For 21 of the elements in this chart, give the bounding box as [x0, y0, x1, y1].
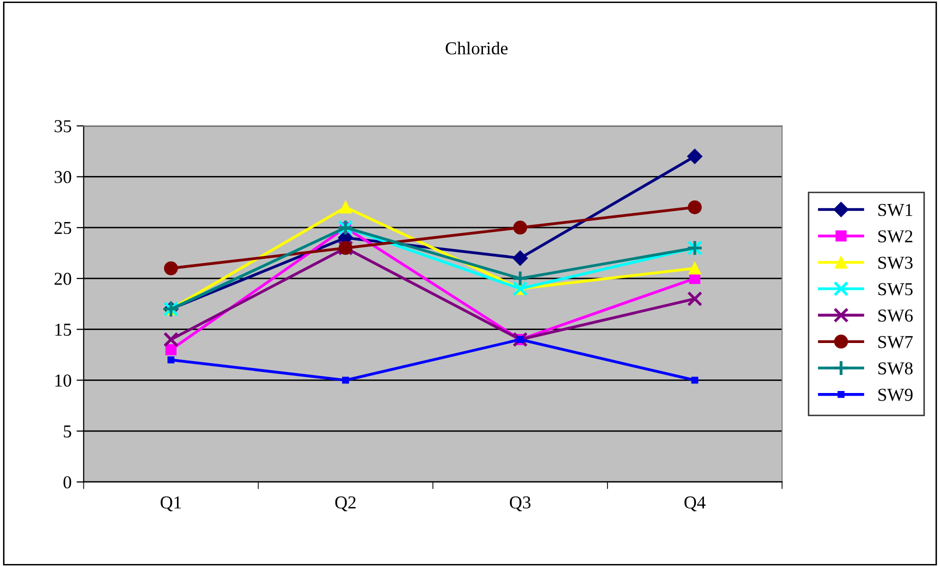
legend-label: SW8 — [878, 362, 913, 375]
y-tick-label: 10 — [55, 374, 72, 387]
legend-label: SW3 — [878, 256, 913, 269]
chart-title: Chloride — [446, 42, 508, 54]
legend-label: SW7 — [878, 336, 913, 348]
y-tick-label: 5 — [64, 426, 72, 438]
legend-label: SW2 — [878, 230, 912, 243]
y-tick-label: 15 — [55, 324, 72, 336]
y-tick-label: 20 — [54, 272, 72, 285]
legend-label: SW9 — [878, 388, 913, 402]
legend-label: SW1 — [878, 204, 912, 216]
x-tick-label: Q2 — [335, 496, 356, 512]
x-tick-label: Q3 — [510, 496, 530, 512]
legend-label: SW6 — [878, 310, 913, 322]
y-tick-label: 0 — [64, 476, 72, 488]
legend-label: SW5 — [878, 283, 913, 296]
x-tick-label: Q4 — [684, 496, 706, 512]
x-tick-label: Q1 — [160, 496, 181, 512]
y-tick-label: 30 — [54, 171, 72, 184]
y-tick-label: 25 — [54, 222, 72, 234]
y-tick-label: 35 — [54, 120, 72, 132]
